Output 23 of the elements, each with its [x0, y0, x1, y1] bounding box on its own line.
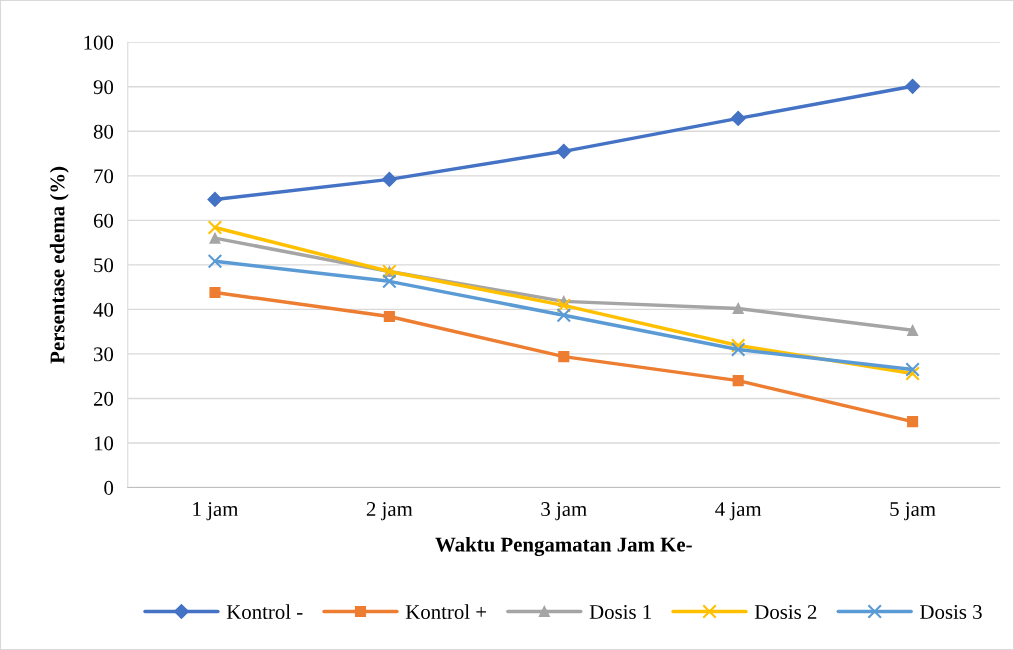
y-tick-label: 80 — [93, 124, 114, 139]
y-tick-label: 100 — [84, 35, 114, 50]
y-tick-label: 90 — [93, 80, 114, 95]
legend-label: Kontrol - — [226, 604, 303, 619]
y-tick-label: 20 — [93, 391, 114, 406]
y-tick-label: 70 — [94, 169, 114, 184]
legend-label: Kontrol + — [405, 604, 487, 619]
legend-label: Dosis 2 — [754, 604, 817, 619]
y-axis-title: Persentase edema (%) — [49, 166, 69, 364]
x-tick-label: 4 jam — [715, 502, 762, 521]
x-tick-label: 2 jam — [366, 502, 413, 521]
x-tick-label: 1 jam — [193, 502, 239, 521]
y-tick-label: 0 — [104, 480, 114, 495]
legend-label: Dosis 3 — [920, 604, 982, 619]
y-tick-label: 60 — [93, 213, 114, 228]
legend-label: Dosis 1 — [589, 604, 651, 619]
y-tick-label: 30 — [94, 347, 114, 362]
x-tick-label: 3 jam — [541, 502, 587, 521]
y-tick-label: 10 — [94, 436, 114, 451]
x-axis-title: Waktu Pengamatan Jam Ke- — [435, 536, 692, 556]
y-tick-label: 40 — [93, 302, 114, 317]
y-tick-label: 50 — [94, 258, 114, 273]
x-tick-label: 5 jam — [890, 502, 936, 521]
